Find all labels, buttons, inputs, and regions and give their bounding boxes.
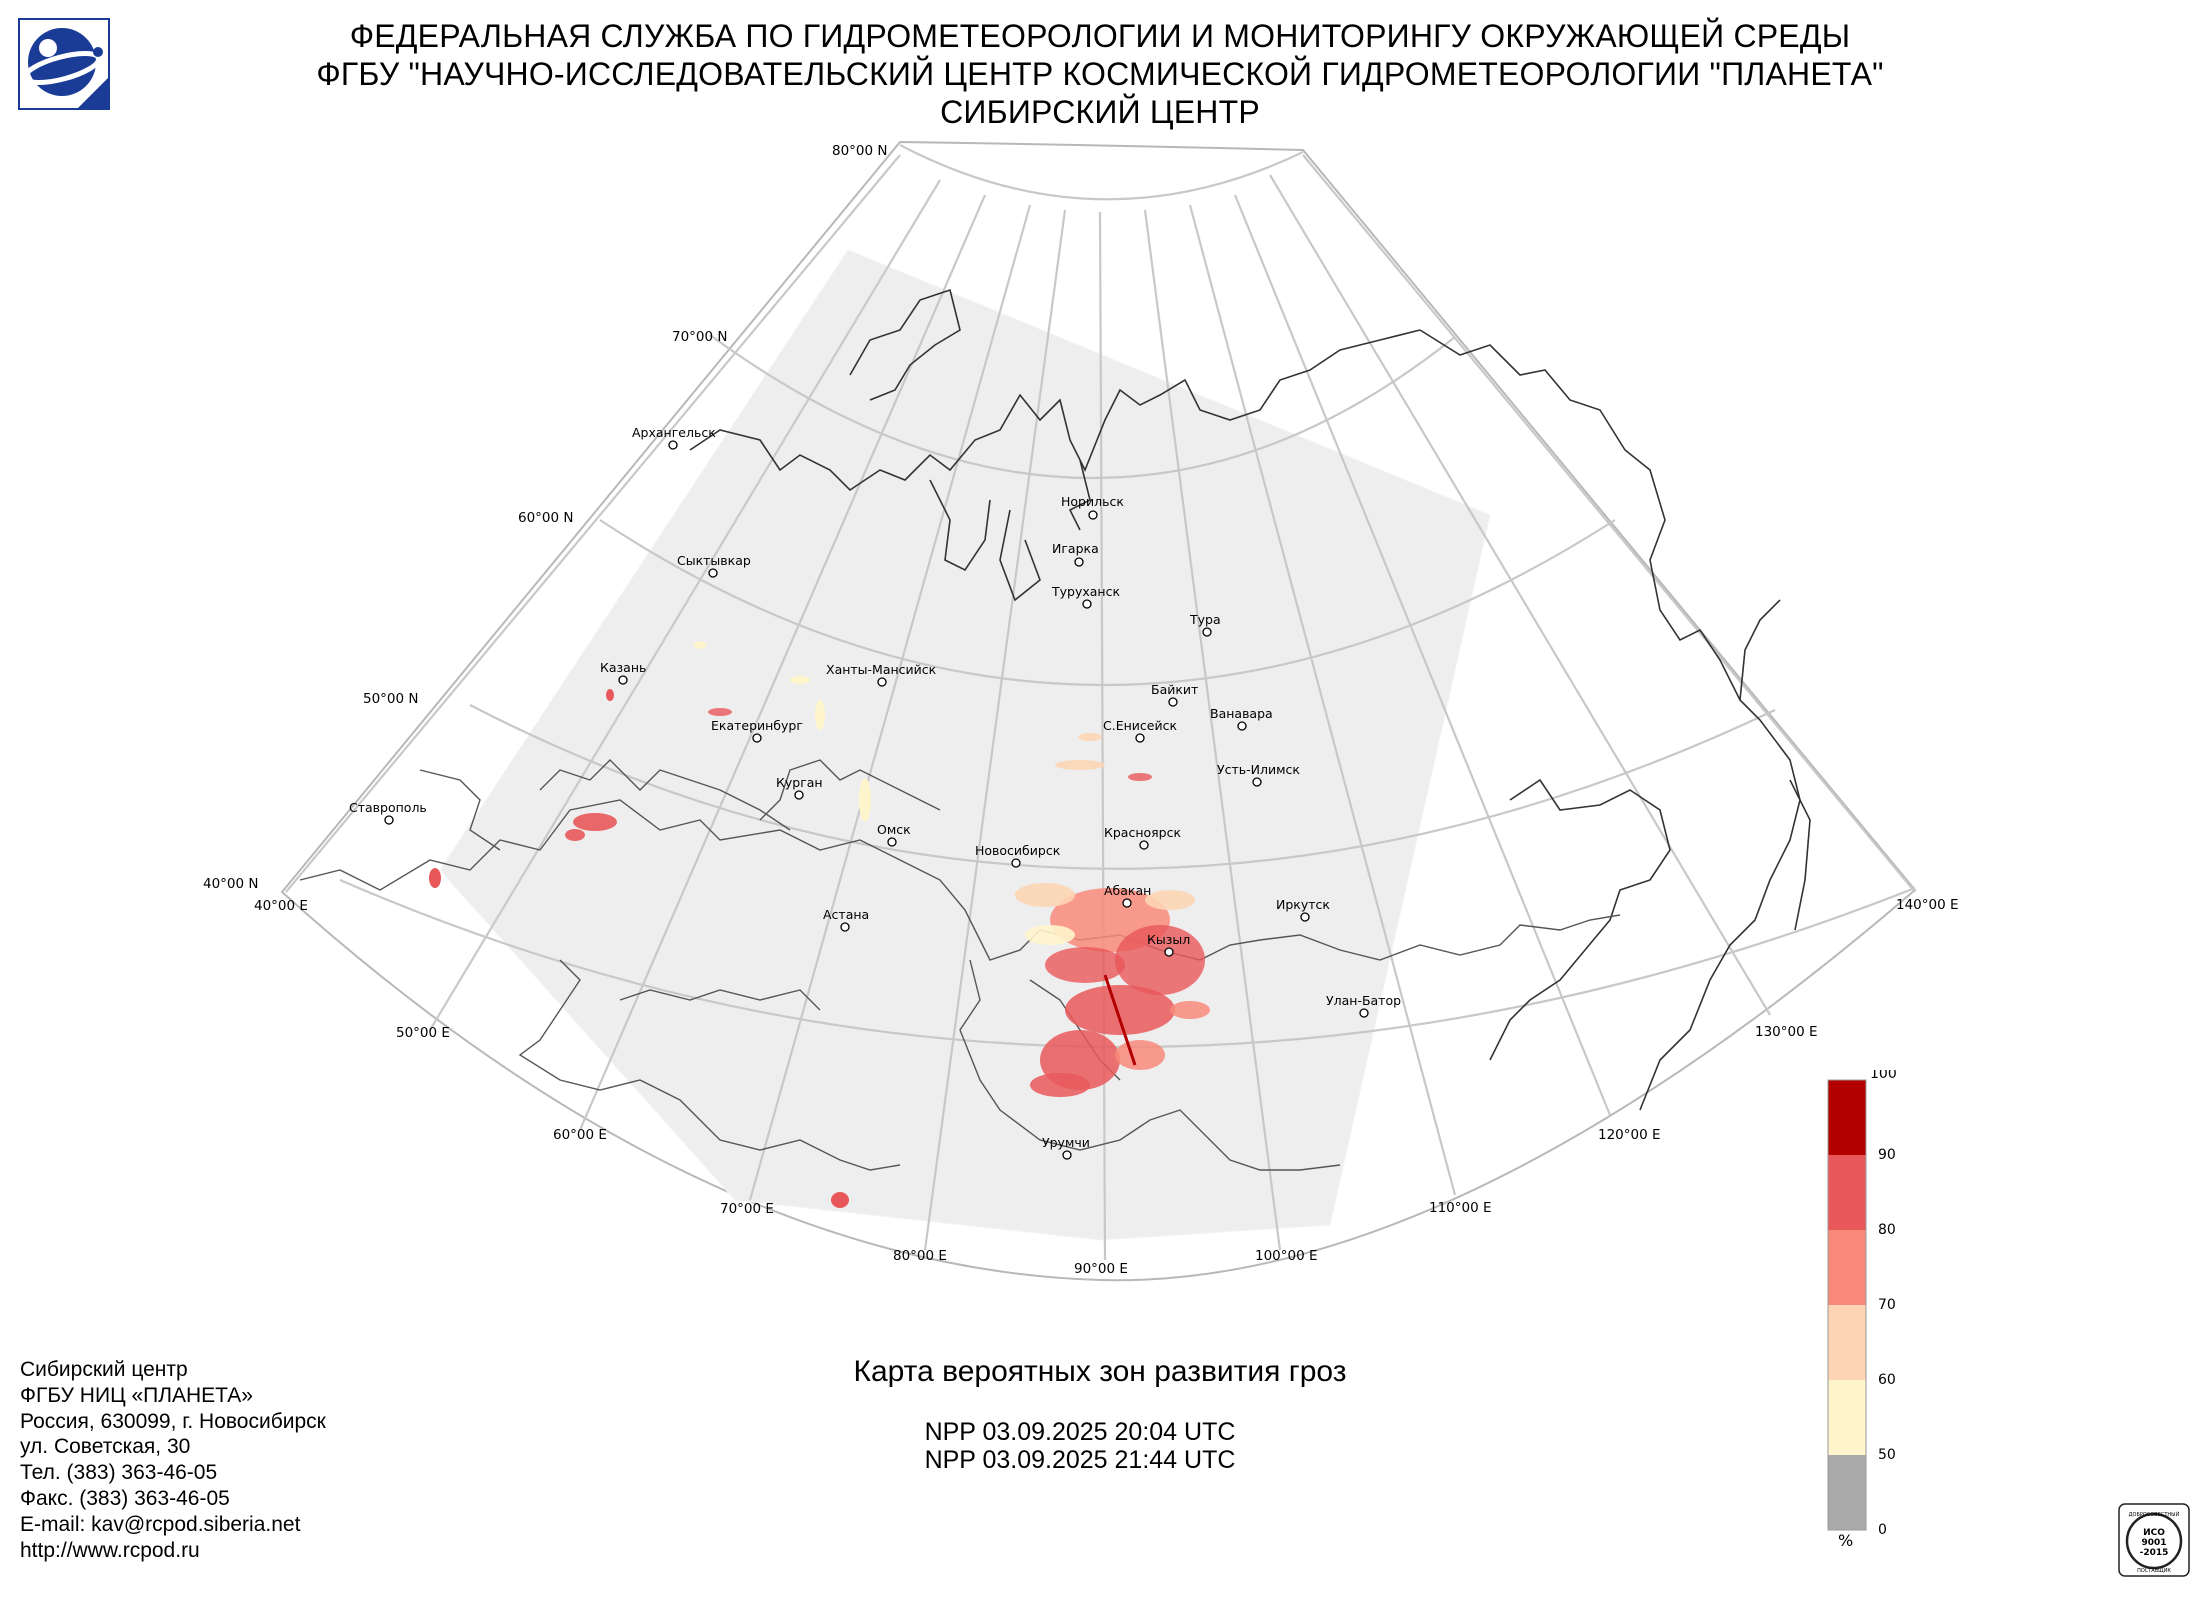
legend-swatch-60-70 [1828,1305,1866,1380]
legend-swatch-70-80 [1828,1230,1866,1305]
city-markers [384,440,1369,1160]
city-label: Байкит [1151,682,1198,697]
city-labels: Архангельск Сыктывкар Казань Ханты-Манси… [349,425,1401,1150]
lat-label: 40°00 N [203,876,259,892]
lon-label: 90°00 E [1074,1261,1128,1277]
city-label: Ставрополь [349,800,427,815]
lon-label: 70°00 E [720,1201,774,1217]
iso-9001-badge: ДОБРОСОВЕСТНЫЙ ИСО 9001 -2015 ПОСТАВЩИК [2118,1503,2190,1577]
iso-year: -2015 [2140,1548,2169,1558]
grid-labels: 80°00 N 70°00 N 60°00 N 50°00 N 40°00 N … [203,143,1959,1277]
satellite-pass-1: NPP 03.09.2025 20:04 UTC [924,1418,1236,1446]
city-label: Улан-Батор [1326,993,1401,1008]
legend-tick: 50 [1878,1447,1896,1463]
address-line: ФГБУ НИЦ «ПЛАНЕТА» [20,1383,253,1407]
city-label: Казань [600,660,646,675]
header-line-1: ФЕДЕРАЛЬНАЯ СЛУЖБА ПО ГИДРОМЕТЕОРОЛОГИИ … [349,18,1851,54]
address-line: Россия, 630099, г. Новосибирск [20,1409,326,1433]
legend-tick: 60 [1878,1372,1896,1388]
city-label: Игарка [1052,541,1099,556]
address-line: Тел. (383) 363-46-05 [20,1461,218,1485]
city-label: Тура [1189,612,1221,627]
address-block: Сибирский центр ФГБУ НИЦ «ПЛАНЕТА» Росси… [20,1357,326,1563]
legend-tick: 0 [1878,1522,1887,1538]
legend-tick: 80 [1878,1222,1896,1238]
header-line-3: СИБИРСКИЙ ЦЕНТР [940,94,1260,130]
lon-label: 40°00 E [254,898,308,914]
lat-label: 70°00 N [672,329,728,345]
iso-number: 9001 [2141,1538,2166,1548]
iso-label: ИСО [2143,1528,2165,1538]
city-label: Сыктывкар [677,553,751,568]
address-line: Сибирский центр [20,1358,188,1381]
lon-label: 60°00 E [553,1127,607,1143]
iso-bottom-text: ПОСТАВЩИК [2137,1568,2171,1574]
city-label: Иркутск [1276,897,1330,912]
city-label: Усть-Илимск [1217,762,1300,777]
longitude-lines [285,154,1916,1261]
lon-label: 80°00 E [893,1248,947,1264]
lat-label: 60°00 N [518,510,574,526]
header-line-2: ФГБУ "НАУЧНО-ИССЛЕДОВАТЕЛЬСКИЙ ЦЕНТР КОС… [316,56,1884,92]
legend-tick: 90 [1878,1147,1896,1163]
lon-label: 140°00 E [1896,897,1959,913]
legend-swatch-0-50 [1828,1455,1866,1530]
lat-label: 50°00 N [363,691,419,707]
city-label: Красноярск [1104,825,1181,840]
address-line: Факс. (383) 363-46-05 [20,1486,230,1510]
probability-legend: 100 90 80 70 60 50 0 % [1827,1070,1897,1550]
city-label: Норильск [1061,494,1124,509]
legend-swatch-50-60 [1828,1380,1866,1455]
satellite-swath [439,249,1491,1241]
iso-top-text: ДОБРОСОВЕСТНЫЙ [2129,1511,2180,1518]
address-website: http://www.rcpod.ru [20,1538,200,1562]
city-label: Кызыл [1147,932,1190,947]
satellite-pass-2: NPP 03.09.2025 21:44 UTC [924,1446,1236,1474]
city-label: Астана [823,907,869,922]
thunderstorm-zones [429,641,1210,1208]
lat-label: 80°00 N [832,143,888,159]
legend-swatch-80-90 [1828,1155,1866,1230]
city-label: Омск [877,822,911,837]
map-title: Карта вероятных зон развития гроз [853,1355,1347,1388]
city-label: Ванавара [1210,706,1273,721]
legend-tick: 100 [1870,1070,1897,1082]
address-email: E-mail: kav@rcpod.siberia.net [20,1512,301,1536]
legend-unit: % [1838,1531,1853,1550]
city-label: Туруханск [1051,584,1120,599]
address-line: ул. Советская, 30 [20,1435,191,1459]
planeta-logo [18,18,110,110]
city-label: Новосибирск [975,843,1061,858]
coastlines [689,288,1811,1111]
city-label: Курган [776,775,823,790]
legend-swatch-90-100 [1828,1080,1866,1155]
city-label: Архангельск [632,425,716,440]
legend-tick: 70 [1878,1297,1896,1313]
city-label: Урумчи [1042,1135,1090,1150]
lon-label: 100°00 E [1255,1248,1318,1264]
lon-label: 50°00 E [396,1025,450,1041]
lon-label: 110°00 E [1429,1200,1492,1216]
lon-label: 120°00 E [1598,1127,1661,1143]
city-label: Ханты-Мансийск [826,662,937,677]
lon-label: 130°00 E [1755,1024,1818,1040]
city-label: С.Енисейск [1103,718,1177,733]
borders [299,759,1621,1171]
city-label: Екатеринбург [711,718,803,733]
city-label: Абакан [1104,883,1151,898]
